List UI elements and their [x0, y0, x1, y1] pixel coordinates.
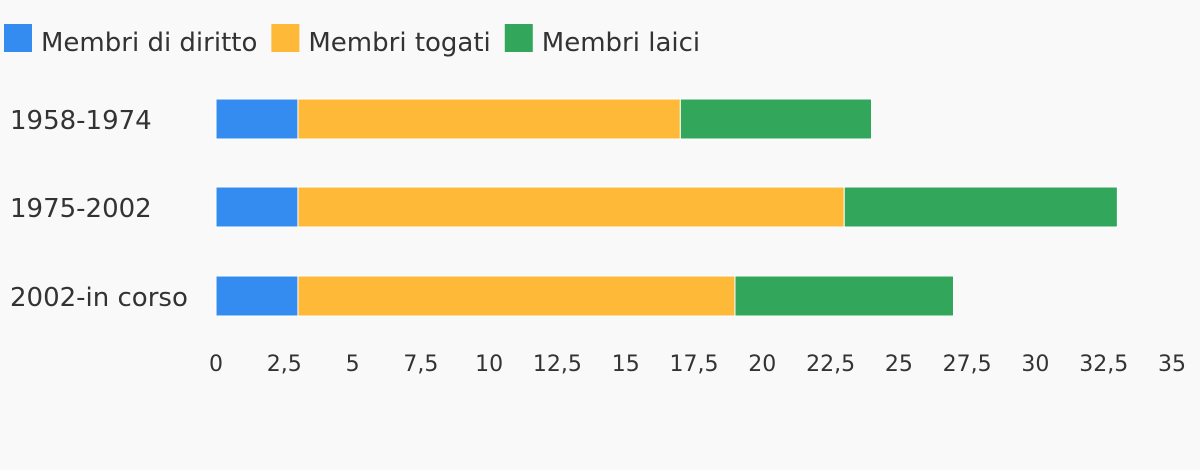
bar-1958-1974-membri-di-diritto	[215, 98, 299, 140]
legend-label-membri-togati: Membri togati	[308, 28, 490, 58]
bar-2002-in-corso-membri-laici	[734, 275, 954, 317]
category-label-2002-in-corso: 2002-in corso	[10, 283, 188, 313]
x-tick-label: 22,5	[806, 352, 855, 377]
bar-1958-1974-membri-togati	[297, 98, 681, 140]
bar-1958-1974-membri-laici	[679, 98, 873, 140]
x-tick-label: 10	[475, 352, 503, 377]
bar-1975-2002-membri-laici	[843, 186, 1118, 228]
x-tick-label: 30	[1021, 352, 1049, 377]
legend-label-membri-laici: Membri laici	[542, 28, 700, 58]
x-axis-tick-labels: 0 2,5 5 7,5 10 12,5 15 17,5 20 22,5 25 27,5 30 32,5 35	[209, 352, 1186, 377]
x-tick-label: 32,5	[1079, 352, 1128, 377]
x-tick-label: 35	[1158, 352, 1186, 377]
legend-swatch-membri-togati	[271, 24, 300, 52]
x-tick-label: 7,5	[403, 352, 438, 377]
x-tick-label: 17,5	[670, 352, 719, 377]
x-tick-label: 20	[748, 352, 776, 377]
legend: Membri di diritto Membri togati Membri lai…	[4, 24, 700, 58]
bar-1975-2002-membri-togati	[297, 186, 845, 228]
legend-swatch-membri-laici	[504, 24, 533, 52]
x-tick-label: 2,5	[267, 352, 302, 377]
x-tick-label: 27,5	[943, 352, 992, 377]
x-tick-label: 0	[209, 352, 223, 377]
category-label-1958-1974: 1958-1974	[10, 106, 152, 136]
x-tick-label: 5	[346, 352, 360, 377]
legend-label-membri-di-diritto: Membri di diritto	[41, 28, 257, 58]
bars	[215, 98, 1118, 317]
category-labels: 1958-1974 1975-2002 2002-in corso	[10, 106, 188, 313]
legend-swatch-membri-di-diritto	[4, 24, 32, 52]
bar-2002-in-corso-membri-di-diritto	[215, 275, 299, 317]
x-tick-label: 15	[612, 352, 640, 377]
x-tick-label: 25	[885, 352, 913, 377]
category-label-1975-2002: 1975-2002	[10, 194, 152, 224]
x-tick-label: 12,5	[533, 352, 582, 377]
bar-2002-in-corso-membri-togati	[297, 275, 736, 317]
bar-1975-2002-membri-di-diritto	[215, 186, 299, 228]
